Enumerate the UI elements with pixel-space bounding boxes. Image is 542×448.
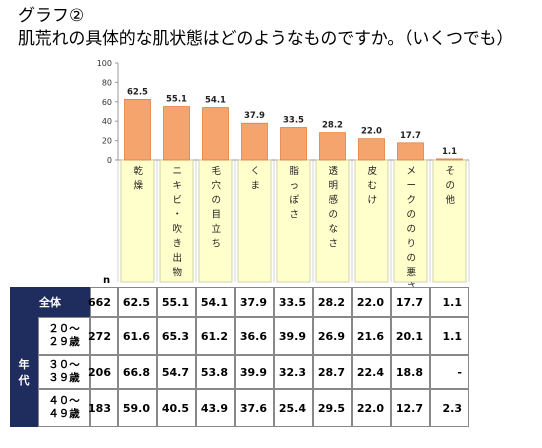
table-cell: 1.1 (430, 287, 469, 317)
table-cell: 26.9 (313, 317, 352, 355)
y-tick-label: 40 (102, 117, 112, 126)
category-label: 脂っぽさ (290, 165, 300, 221)
bar (319, 132, 346, 161)
table-cell: 33.5 (274, 287, 313, 317)
table-cell: 22.0 (352, 389, 391, 427)
data-label: 22.0 (361, 127, 382, 137)
data-label: 62.5 (127, 87, 148, 97)
table-cell: 12.7 (391, 389, 430, 427)
category-label-box (315, 159, 350, 283)
table-cell: 1.1 (430, 317, 469, 355)
table-cell: 20.1 (391, 317, 430, 355)
table-cell: 61.2 (196, 317, 235, 355)
table-cell: 28.2 (313, 287, 352, 317)
category-label-box (393, 159, 428, 283)
category-label: その他 (446, 166, 456, 206)
y-tick-label: 100 (97, 59, 112, 68)
table-cell: 29.5 (313, 389, 352, 427)
table-cell: 54.1 (196, 287, 235, 317)
category-label-box (432, 159, 467, 283)
bar (241, 122, 268, 161)
table-cell: 18.8 (391, 355, 430, 389)
bar (397, 142, 424, 161)
table-cell: 61.6 (118, 317, 157, 355)
table-cell: - (430, 355, 469, 389)
table-cell: 21.6 (352, 317, 391, 355)
chart-title-line2: 肌荒れの具体的な肌状態はどのようなものですか。（いくつでも） (18, 29, 514, 49)
y-tick-label: 20 (102, 137, 112, 146)
n-column-label: n (103, 275, 111, 286)
bar (163, 106, 190, 161)
table-cell: 36.6 (235, 317, 274, 355)
table-cell: 37.9 (235, 287, 274, 317)
table-cell: 53.8 (196, 355, 235, 389)
data-label: 28.2 (322, 121, 343, 131)
category-label: 毛穴の目立ち (212, 165, 222, 250)
table-cell: 37.6 (235, 389, 274, 427)
bar (280, 127, 307, 161)
table-cell: 22.0 (352, 287, 391, 317)
bar (124, 98, 151, 161)
row-label-age: ２０～ ２９歳 (38, 317, 90, 355)
table-cell: 65.3 (157, 317, 196, 355)
table-cell: 62.5 (118, 287, 157, 317)
row-n-value: 272 (88, 317, 118, 355)
table-cell: 32.3 (274, 355, 313, 389)
table-cell: 55.1 (157, 287, 196, 317)
row-n-value: 662 (88, 287, 118, 317)
row-label-total: 全体 (10, 287, 90, 317)
table-cell: 17.7 (391, 287, 430, 317)
y-tick-label: 80 (102, 78, 112, 87)
table-cell: 39.9 (235, 355, 274, 389)
category-label-box (354, 159, 389, 283)
row-n-value: 206 (88, 355, 118, 389)
category-label: メークののりの悪さ (407, 166, 417, 293)
category-label: 乾燥 (134, 165, 144, 192)
category-label-box (159, 159, 194, 283)
category-label-box (120, 159, 155, 283)
bar (436, 158, 463, 161)
category-label: 皮むけ (368, 165, 378, 206)
data-label: 33.5 (283, 116, 304, 126)
table-cell: 39.9 (274, 317, 313, 355)
category-label: ニキビ・吹き出物 (173, 166, 183, 279)
row-label-age: ４０～ ４９歳 (38, 389, 90, 427)
age-group-header: 年代 (10, 317, 38, 427)
table-cell: 54.7 (157, 355, 196, 389)
data-label: 17.7 (400, 131, 421, 141)
data-label: 1.1 (442, 147, 457, 157)
table-cell: 22.4 (352, 355, 391, 389)
row-n-value: 183 (88, 389, 118, 427)
table-cell: 43.9 (196, 389, 235, 427)
row-label-age: ３０～ ３９歳 (38, 355, 90, 389)
y-tick-label: 60 (102, 98, 112, 107)
category-label-box (237, 159, 272, 283)
category-label-box (276, 159, 311, 283)
category-label: くま (251, 166, 261, 192)
category-label-box (198, 159, 233, 283)
table-cell: 40.5 (157, 389, 196, 427)
bar (358, 138, 385, 161)
table-cell: 28.7 (313, 355, 352, 389)
table-cell: 25.4 (274, 389, 313, 427)
bar (202, 107, 229, 161)
data-label: 54.1 (205, 96, 226, 106)
table-cell: 59.0 (118, 389, 157, 427)
table-cell: 2.3 (430, 389, 469, 427)
table-cell: 66.8 (118, 355, 157, 389)
chart-title-line1: グラフ② (18, 6, 85, 26)
category-label: 透明感のなさ (329, 166, 339, 250)
data-label: 55.1 (166, 95, 187, 105)
y-tick-label: 0 (107, 156, 112, 165)
data-label: 37.9 (244, 111, 265, 121)
